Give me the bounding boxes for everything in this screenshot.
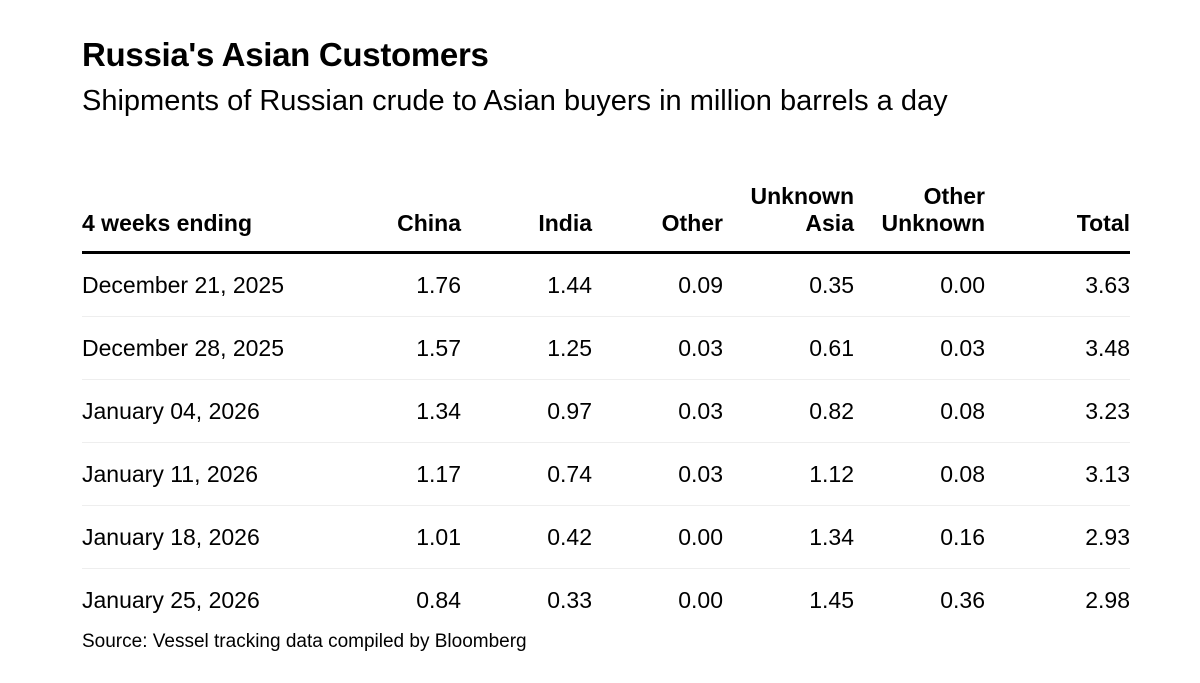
cell-other-unknown: 0.03 <box>854 316 985 380</box>
table-body: December 21, 2025 1.76 1.44 0.09 0.35 0.00 3.6… <box>82 252 1130 632</box>
cell-other: 0.03 <box>592 316 723 380</box>
column-header-line: Unknown <box>881 210 986 236</box>
column-header-india: India <box>461 160 592 254</box>
table-row: January 18, 2026 1.01 0.42 0.00 1.34 0.16 2.93 <box>82 505 1130 569</box>
table-row: January 04, 2026 1.34 0.97 0.03 0.82 0.08 3.23 <box>82 379 1130 443</box>
cell-other: 0.03 <box>592 442 723 506</box>
row-date: December 28, 2025 <box>82 316 330 380</box>
header-row: 4 weeks ending China India Other Unknown Asia… <box>82 160 1130 254</box>
cell-total: 2.93 <box>985 505 1130 569</box>
cell-unknown-asia: 1.34 <box>723 505 854 569</box>
cell-china: 1.17 <box>330 442 461 506</box>
cell-china: 1.34 <box>330 379 461 443</box>
table-row: January 25, 2026 0.84 0.33 0.00 1.45 0.36 2.98 <box>82 569 1130 632</box>
row-date: December 21, 2025 <box>82 252 330 317</box>
data-table: 4 weeks ending China India Other Unknown Asia… <box>82 160 1130 631</box>
cell-india: 0.74 <box>461 442 592 506</box>
column-header-line: 4 weeks ending <box>82 210 253 236</box>
row-date: January 11, 2026 <box>82 442 330 506</box>
table-header: 4 weeks ending China India Other Unknown Asia… <box>82 160 1130 254</box>
cell-other-unknown: 0.00 <box>854 252 985 317</box>
cell-total: 3.23 <box>985 379 1130 443</box>
column-header-line: Other <box>923 183 985 209</box>
column-header-line: Other <box>661 210 723 236</box>
table-row: January 11, 2026 1.17 0.74 0.03 1.12 0.08 3.13 <box>82 442 1130 506</box>
cell-other: 0.00 <box>592 505 723 569</box>
row-date: January 18, 2026 <box>82 505 330 569</box>
cell-china: 0.84 <box>416 586 461 613</box>
table-row: December 28, 2025 1.57 1.25 0.03 0.61 0.03 3.4… <box>82 316 1130 380</box>
cell-china: 1.01 <box>330 505 461 569</box>
column-header-line: China <box>397 210 461 236</box>
column-header-unknown-asia: Unknown Asia <box>723 160 855 254</box>
cell-other-unknown: 0.16 <box>854 505 985 569</box>
chart-subtitle: Shipments of Russian crude to Asian buye… <box>82 85 948 117</box>
column-header-line: Unknown <box>750 183 855 209</box>
cell-total: 3.48 <box>985 316 1130 380</box>
column-header-line: India <box>538 210 592 236</box>
cell-unknown-asia: 1.12 <box>723 442 854 506</box>
cell-india: 1.25 <box>461 316 592 380</box>
row-date: January 04, 2026 <box>82 379 330 443</box>
cell-india: 0.97 <box>461 379 592 443</box>
column-header-other-unknown: Other Unknown <box>854 160 986 254</box>
cell-other: 0.03 <box>592 379 723 443</box>
cell-china: 1.76 <box>330 252 461 317</box>
cell-total: 2.98 <box>1085 586 1130 613</box>
cell-unknown-asia: 0.61 <box>723 316 854 380</box>
cell-total: 3.13 <box>985 442 1130 506</box>
cell-other-unknown: 0.36 <box>940 586 985 613</box>
cell-other-unknown: 0.08 <box>854 379 985 443</box>
cell-india: 0.33 <box>547 586 592 613</box>
column-header-other: Other <box>592 160 723 254</box>
cell-other: 0.09 <box>592 252 723 317</box>
cell-other: 0.00 <box>678 586 723 613</box>
chart-title: Russia's Asian Customers <box>82 36 489 73</box>
column-header-total: Total <box>985 160 1130 254</box>
column-header-line: Asia <box>805 210 854 236</box>
cell-china: 1.57 <box>330 316 461 380</box>
cell-unknown-asia: 0.82 <box>723 379 854 443</box>
cell-total: 3.63 <box>985 252 1130 317</box>
row-date: January 25, 2026 <box>82 586 260 613</box>
source-note: Source: Vessel tracking data compiled by… <box>82 631 527 652</box>
cell-india: 1.44 <box>461 252 592 317</box>
cell-india: 0.42 <box>461 505 592 569</box>
column-header-china: China <box>330 160 461 254</box>
cell-unknown-asia: 0.35 <box>723 252 854 317</box>
column-header-4-weeks-ending: 4 weeks ending <box>82 160 330 254</box>
cell-unknown-asia: 1.45 <box>809 586 854 613</box>
column-header-line: Total <box>1076 210 1130 236</box>
cell-other-unknown: 0.08 <box>854 442 985 506</box>
table-row: December 21, 2025 1.76 1.44 0.09 0.35 0.00 3.6… <box>82 252 1130 317</box>
